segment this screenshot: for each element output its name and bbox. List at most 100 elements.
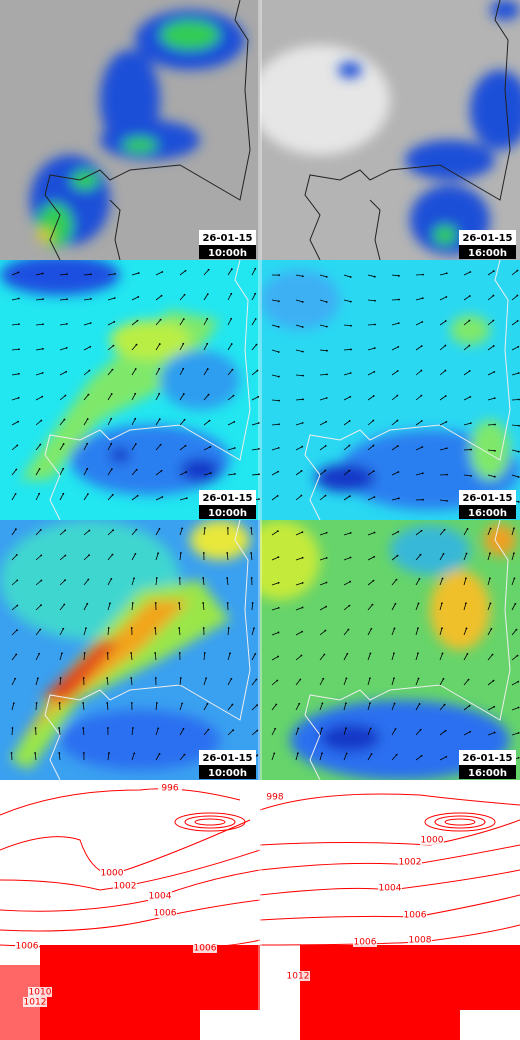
wind-arrow bbox=[35, 298, 43, 301]
wind-arrow-head bbox=[445, 755, 448, 758]
isobar-label-bg bbox=[263, 792, 287, 802]
wind-arrow-head bbox=[393, 677, 395, 680]
wind-arrow-head bbox=[517, 476, 520, 478]
wind-arrow bbox=[107, 273, 115, 276]
wind-arrow bbox=[295, 582, 303, 586]
wind-arrow bbox=[107, 321, 115, 326]
wind-arrow bbox=[391, 370, 398, 376]
wind-arrow-head bbox=[277, 607, 280, 609]
wind-arrow-head bbox=[369, 677, 371, 680]
wind-arrow-head bbox=[350, 324, 352, 327]
wind-arrow bbox=[58, 752, 61, 761]
wind-arrow bbox=[106, 678, 109, 686]
wind-arrow-head bbox=[250, 552, 253, 554]
wind-arrow-head bbox=[277, 581, 280, 584]
wind-arrow-head bbox=[39, 528, 42, 531]
wind-arrow bbox=[251, 396, 259, 401]
wind-arrow-head bbox=[491, 653, 494, 656]
wind-arrow-head bbox=[443, 703, 446, 706]
isobar-label-bg bbox=[286, 971, 310, 981]
wind-arrow bbox=[58, 728, 61, 736]
wind-arrow bbox=[271, 374, 279, 377]
wind-arrow bbox=[203, 394, 209, 401]
wind-arrow bbox=[83, 468, 88, 476]
wind-arrow-head bbox=[226, 527, 229, 529]
wind-arrow bbox=[487, 706, 495, 711]
wind-arrow bbox=[439, 678, 444, 686]
wind-arrow bbox=[295, 557, 303, 561]
wind-arrow-head bbox=[369, 702, 371, 705]
wind-arrow-head bbox=[514, 602, 517, 605]
wind-arrow-head bbox=[229, 652, 231, 655]
wind-arrow bbox=[271, 471, 279, 476]
wind-arrow-head bbox=[258, 498, 260, 500]
wind-arrow-head bbox=[395, 578, 398, 581]
wind-arrow-head bbox=[420, 754, 423, 757]
wind-arrow-head bbox=[39, 443, 42, 446]
wind-arrow bbox=[367, 753, 372, 761]
wind-arrow bbox=[11, 654, 17, 661]
isobar-label: 1000 bbox=[101, 869, 124, 879]
wind-arrow-head bbox=[62, 627, 65, 630]
wind-arrow bbox=[179, 553, 182, 561]
wind-arrow-head bbox=[179, 677, 182, 679]
wind-arrow-head bbox=[301, 630, 304, 633]
wind-arrow-head bbox=[158, 528, 161, 530]
wind-arrow bbox=[319, 630, 326, 636]
wind-arrow-head bbox=[345, 677, 348, 680]
isobar-label: 1012 bbox=[287, 972, 310, 982]
wind-arrow-head bbox=[227, 627, 230, 629]
wind-arrow-head bbox=[325, 325, 328, 328]
wind-arrow-head bbox=[42, 347, 44, 350]
wind-arrow bbox=[179, 393, 185, 401]
wind-arrow bbox=[511, 578, 515, 586]
wind-arrow-head bbox=[420, 345, 423, 347]
wind-arrow-head bbox=[442, 678, 445, 680]
wind-arrow bbox=[487, 449, 495, 452]
wind-arrow bbox=[391, 346, 399, 351]
wind-arrow-head bbox=[297, 727, 300, 730]
wind-arrow-head bbox=[465, 627, 468, 630]
wind-arrow bbox=[35, 678, 39, 686]
wind-arrow-head bbox=[257, 422, 260, 424]
wind-arrow-head bbox=[206, 342, 209, 345]
wind-arrow-head bbox=[136, 319, 139, 322]
wind-arrow bbox=[463, 653, 468, 661]
wind-arrow-head bbox=[466, 652, 469, 655]
wind-arrow-head bbox=[465, 602, 467, 605]
wind-arrow-head bbox=[154, 652, 157, 654]
wind-arrow bbox=[415, 420, 422, 426]
wind-arrow-head bbox=[202, 627, 205, 629]
wind-arrow-head bbox=[395, 753, 398, 756]
wind-arrow bbox=[107, 345, 114, 351]
wind-arrow bbox=[11, 493, 16, 501]
wind-arrow-head bbox=[90, 297, 92, 300]
wind-arrow bbox=[439, 499, 447, 502]
wind-arrow bbox=[107, 578, 112, 586]
wind-arrow-head bbox=[470, 474, 472, 477]
date-label: 26-01-15 bbox=[462, 753, 512, 764]
wind-arrow-head bbox=[396, 394, 399, 397]
wind-arrow-head bbox=[62, 443, 65, 445]
wind-arrow-head bbox=[369, 652, 372, 655]
wind-arrow bbox=[511, 655, 518, 661]
wind-arrow bbox=[226, 578, 229, 586]
wind-arrow-head bbox=[324, 629, 327, 632]
wind-arrow bbox=[107, 393, 113, 401]
wind-arrow bbox=[343, 420, 350, 426]
wind-arrow bbox=[203, 368, 209, 376]
wind-arrow-head bbox=[373, 531, 376, 534]
wind-arrow bbox=[391, 754, 397, 761]
wind-arrow bbox=[463, 422, 471, 426]
date-label: 26-01-15 bbox=[202, 753, 252, 764]
wind-arrow-head bbox=[178, 602, 181, 604]
wind-arrow bbox=[250, 527, 253, 536]
wind-arrow bbox=[251, 318, 257, 326]
wind-arrow-head bbox=[421, 446, 424, 448]
wind-arrow-head bbox=[135, 343, 138, 346]
time-box bbox=[199, 765, 256, 779]
wind-arrow bbox=[11, 528, 17, 536]
wind-arrow-head bbox=[278, 423, 280, 426]
wind-arrow bbox=[227, 473, 235, 476]
wind-arrow bbox=[82, 727, 85, 736]
